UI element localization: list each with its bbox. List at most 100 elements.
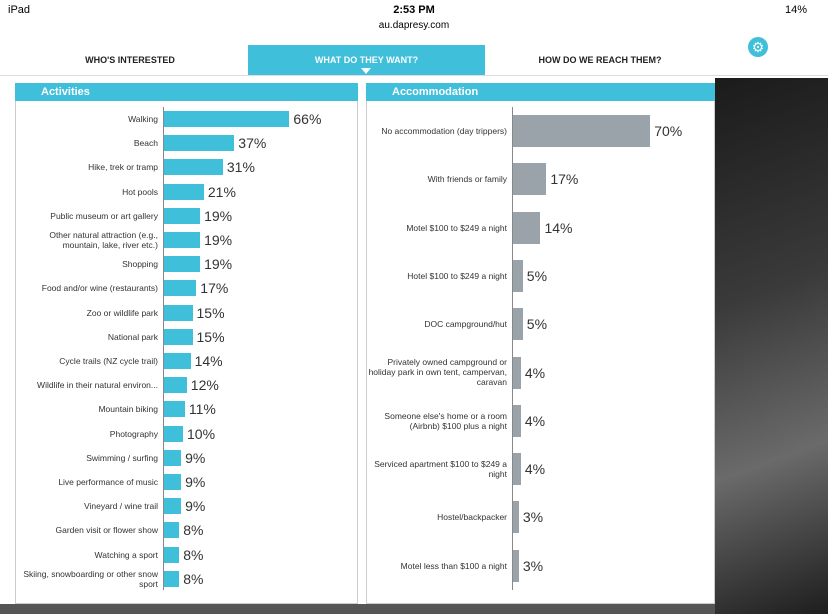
value-label: 3%: [522, 557, 544, 574]
value-label: 14%: [544, 219, 573, 236]
value-label: 5%: [526, 267, 548, 284]
tab-indicator: [361, 68, 371, 74]
bar: [164, 474, 182, 490]
category-label: Photography: [109, 428, 158, 439]
value-label: 17%: [200, 280, 229, 297]
value-label: 4%: [524, 461, 546, 478]
value-label: 8%: [183, 522, 204, 539]
bar: [164, 183, 204, 200]
tab[interactable]: WHO'S INTERESTED: [85, 55, 175, 65]
value-label: 21%: [207, 183, 236, 200]
category-label: Someone else's home or a room (Airbnb) $…: [384, 410, 507, 431]
category-label: Privately owned campground or holiday pa…: [368, 357, 507, 388]
value-label: 31%: [226, 159, 255, 176]
value-label: 10%: [187, 425, 216, 442]
category-label: Hostel/backpacker: [437, 512, 507, 523]
panel-title: Accommodation: [366, 83, 715, 101]
bar: [513, 308, 523, 341]
category-label: Serviced apartment $100 to $249 a night: [374, 459, 507, 480]
bar: [513, 453, 521, 486]
value-label: 19%: [204, 207, 233, 224]
value-label: 15%: [196, 328, 225, 345]
bar: [164, 328, 193, 345]
bar: [513, 549, 519, 582]
bar: [513, 115, 651, 147]
value-label: 19%: [204, 256, 233, 273]
category-label: Motel less than $100 a night: [400, 560, 507, 571]
bar: [164, 135, 235, 152]
value-label: 8%: [183, 546, 204, 563]
value-label: 70%: [654, 123, 683, 139]
bar: [164, 401, 185, 418]
value-label: 14%: [194, 353, 223, 369]
bar: [164, 111, 290, 127]
category-label: Mountain biking: [98, 404, 158, 415]
category-label: Hike, trek or tramp: [88, 162, 158, 173]
bar: [164, 522, 180, 539]
value-label: 9%: [185, 449, 206, 466]
value-label: 5%: [526, 316, 548, 333]
url: au.dapresy.com: [378, 20, 450, 31]
value-label: 9%: [185, 498, 206, 515]
bar: [513, 404, 521, 437]
bar: [164, 256, 201, 273]
value-label: 4%: [524, 412, 546, 429]
category-label: Vineyard / wine trail: [83, 501, 158, 512]
bar: [164, 546, 180, 563]
value-label: 17%: [550, 171, 579, 188]
bar: [164, 449, 182, 466]
bar: [164, 353, 191, 369]
bottom-strip: [0, 604, 715, 614]
category-label: Motel $100 to $249 a night: [406, 222, 507, 233]
category-label: Public museum or art gallery: [50, 210, 158, 221]
value-label: 19%: [204, 232, 233, 248]
bar: [513, 211, 541, 244]
bar: [164, 232, 201, 248]
value-label: 4%: [524, 364, 546, 381]
bar: [513, 259, 523, 292]
settings-button[interactable]: ⚙: [748, 37, 768, 57]
value-label: 12%: [190, 377, 219, 394]
category-label: DOC campground/hut: [424, 319, 507, 330]
category-label: Cycle trails (NZ cycle trail): [59, 355, 158, 366]
category-label: Watching a sport: [94, 549, 158, 560]
tab[interactable]: HOW DO WE REACH THEM?: [538, 55, 662, 65]
category-label: Food and/or wine (restaurants): [41, 283, 158, 294]
bar: [164, 498, 182, 515]
bar: [513, 356, 521, 389]
value-label: 11%: [188, 401, 216, 418]
category-label: Shopping: [122, 259, 158, 270]
value-label: 15%: [196, 304, 225, 321]
device-name: iPad: [8, 4, 31, 16]
category-label: No accommodation (day trippers): [381, 125, 507, 136]
bar: [164, 377, 187, 394]
axis-line: [163, 107, 164, 590]
clock: 2:53 PM: [393, 4, 435, 16]
value-label: 66%: [293, 111, 322, 127]
value-label: 37%: [238, 135, 267, 152]
category-label: Other natural attraction (e.g., mountain…: [49, 229, 158, 250]
value-label: 8%: [183, 570, 204, 587]
axis-line: [512, 107, 513, 590]
category-label: National park: [107, 331, 158, 342]
bar: [164, 570, 180, 587]
bar: [513, 501, 519, 534]
category-label: Live performance of music: [58, 476, 158, 487]
category-label: Garden visit or flower show: [55, 525, 158, 536]
bar: [164, 207, 201, 224]
bar: [164, 425, 183, 442]
category-label: Skiing, snowboarding or other snow sport: [23, 568, 158, 589]
value-label: 3%: [522, 509, 544, 526]
bar: [164, 280, 197, 297]
category-label: Wildlife in their natural environ...: [37, 380, 158, 391]
category-label: Walking: [128, 113, 158, 124]
battery: 14%: [785, 4, 808, 16]
category-label: With friends or family: [427, 174, 507, 185]
bar: [164, 159, 223, 176]
category-label: Swimming / surfing: [86, 452, 158, 463]
category-label: Hot pools: [122, 186, 158, 197]
bar: [164, 304, 193, 321]
value-label: 9%: [185, 474, 206, 490]
category-label: Zoo or wildlife park: [86, 307, 158, 318]
